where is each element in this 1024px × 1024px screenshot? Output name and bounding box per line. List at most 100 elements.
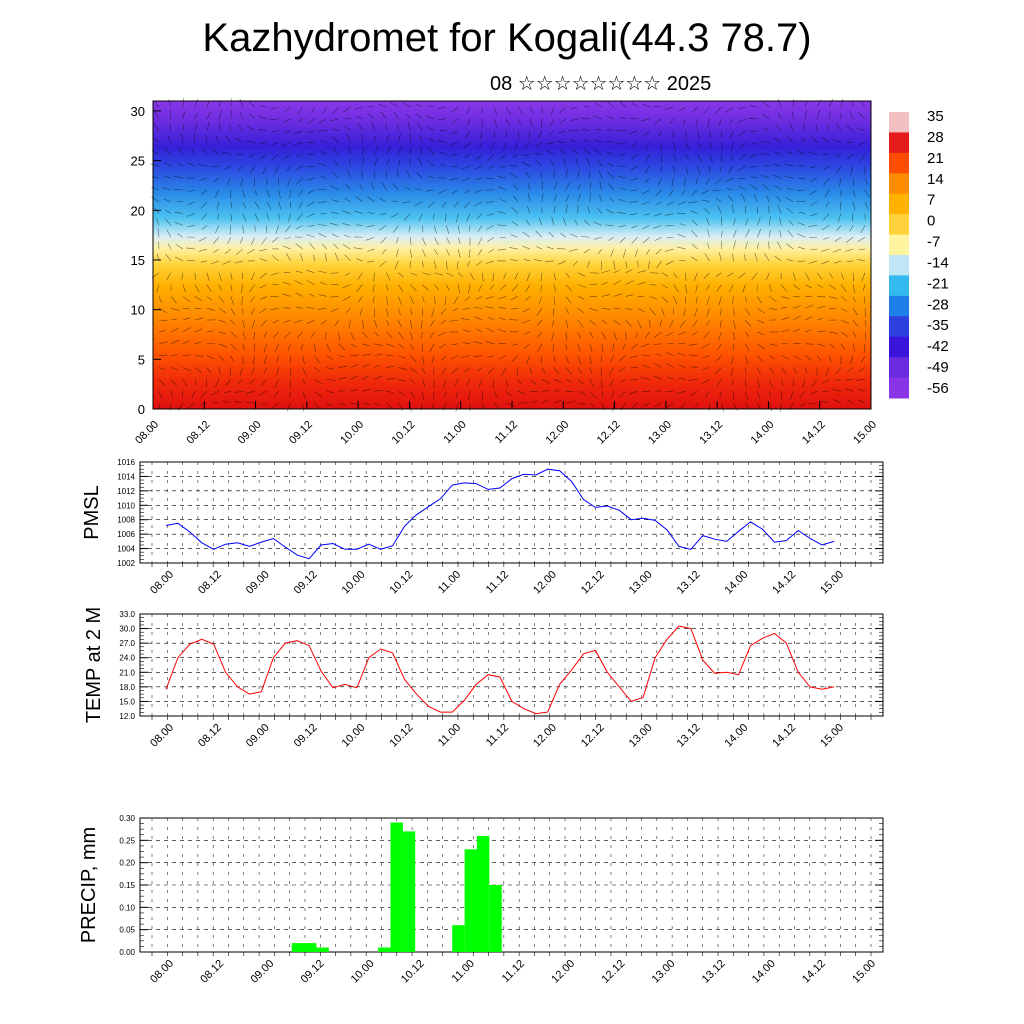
x-tick-label: 11.12: [493, 419, 520, 446]
colorbar-swatch: [889, 336, 909, 358]
colorbar-swatch: [889, 275, 909, 297]
x-tick-label: 08.12: [196, 569, 224, 597]
x-tick-label: 09.12: [287, 419, 315, 447]
x-tick-label: 13.00: [646, 419, 674, 447]
x-tick-label: 11.12: [500, 958, 527, 985]
y-tick-label: 1004: [117, 545, 135, 554]
colorbar-swatch: [889, 234, 909, 256]
colorbar-label: 14: [927, 171, 944, 188]
x-tick-label: 10.12: [399, 958, 427, 986]
x-tick-label: 12.12: [579, 722, 607, 750]
y-tick-label: 1016: [117, 458, 135, 467]
colorbar-label: 21: [927, 150, 944, 167]
y-tick-label: 21.0: [119, 668, 135, 677]
colorbar-swatch: [889, 255, 909, 276]
x-tick-label: 13.00: [627, 569, 655, 597]
y-tick-label: 0.25: [119, 836, 135, 845]
x-tick-label: 10.00: [349, 958, 377, 986]
colorbar-swatch: [889, 295, 909, 317]
y-tick-label: 1006: [117, 530, 135, 539]
x-tick-label: 10.00: [338, 419, 366, 447]
x-tick-label: 11.00: [441, 419, 468, 446]
x-tick-label: 10.00: [340, 722, 368, 750]
x-tick-label: 14.12: [770, 569, 798, 597]
pmsl-panel: 1002 1004 1006 1008 1010 1012 1014 1016 08.00 08.…: [81, 458, 884, 597]
x-tick-label: 09.00: [236, 419, 264, 447]
colorbar-swatch: [889, 152, 909, 174]
y-tick-label: 0.00: [119, 948, 135, 957]
x-tick-label: 13.00: [627, 722, 655, 750]
x-tick-label: 08.00: [148, 722, 176, 750]
precip-bar: [452, 925, 465, 952]
y-tick-label: 12.0: [119, 712, 135, 721]
x-tick-label: 14.12: [800, 958, 828, 986]
x-tick-label: 12.00: [549, 958, 577, 986]
heatmap-field: [153, 101, 871, 409]
colorbar-label: -42: [927, 338, 949, 355]
x-tick-label: 09.12: [292, 569, 320, 597]
precip-bar: [464, 849, 477, 952]
precip-bar: [489, 885, 502, 952]
colorbar-swatch: [889, 132, 909, 154]
colorbar-label: -35: [927, 317, 949, 334]
colorbar: [889, 112, 909, 399]
y-tick-label: 0: [138, 402, 145, 417]
y-tick-label: 1010: [117, 501, 135, 510]
x-tick-label: 15.00: [850, 958, 878, 986]
colorbar-swatch: [889, 357, 909, 379]
x-tick-label: 13.12: [697, 419, 725, 447]
x-tick-label: 09.12: [299, 958, 327, 986]
temp-ylabel: TEMP at 2 M: [83, 607, 105, 723]
temp-series-line: [165, 625, 835, 715]
precip-bar: [390, 822, 403, 952]
x-tick-label: 09.00: [244, 569, 272, 597]
colorbar-label: 0: [927, 213, 935, 230]
x-tick-label: 09.12: [292, 722, 320, 750]
y-tick-label: 24.0: [119, 654, 135, 663]
x-tick-label: 08.12: [196, 722, 224, 750]
colorbar-swatch: [889, 214, 909, 236]
colorbar-label: 7: [927, 192, 935, 209]
x-tick-label: 12.12: [595, 419, 623, 447]
x-tick-label: 14.00: [722, 722, 750, 750]
y-tick-label: 30.0: [119, 625, 135, 634]
precip-bar: [378, 947, 391, 952]
pmsl-series-line: [165, 468, 835, 560]
y-tick-label: 0.15: [119, 881, 135, 890]
x-tick-label: 12.00: [531, 722, 559, 750]
y-tick-label: 0.30: [119, 814, 135, 823]
precip-bar: [402, 831, 416, 952]
x-tick-label: 15.00: [818, 722, 846, 750]
x-tick-label: 11.00: [450, 958, 477, 985]
x-tick-label: 10.12: [387, 569, 415, 597]
x-tick-label: 11.00: [436, 569, 463, 596]
colorbar-label: -49: [927, 359, 949, 376]
y-tick-label: 15: [131, 253, 145, 268]
y-tick-label: 33.0: [119, 610, 135, 619]
x-tick-label: 13.12: [675, 722, 703, 750]
x-tick-label: 10.12: [387, 722, 415, 750]
x-tick-label: 10.12: [390, 419, 418, 447]
x-tick-label: 08.12: [198, 958, 226, 986]
x-tick-label: 14.00: [749, 419, 777, 447]
y-tick-label: 30: [131, 104, 145, 119]
temp-panel: 12.0 15.0 18.0 21.0 24.0 27.0 30.0 33.0 08.00 08.…: [83, 607, 884, 750]
y-tick-label: 25: [131, 154, 145, 169]
x-tick-label: 08.00: [133, 419, 161, 447]
x-tick-label: 14.12: [800, 419, 828, 447]
wind-barbs: [150, 98, 870, 412]
x-tick-label: 11.12: [484, 569, 511, 596]
precip-bar: [476, 835, 490, 952]
y-tick-label: 18.0: [119, 683, 135, 692]
precip-bar: [291, 943, 305, 952]
colorbar-label: 35: [927, 108, 944, 125]
colorbar-label: -56: [927, 380, 949, 397]
page-title: Kazhydromet for Kogali(44.3 78.7): [202, 16, 812, 60]
x-tick-label: 14.00: [722, 569, 750, 597]
precip-ylabel: PRECIP, mm: [78, 827, 100, 943]
y-tick-label: 0.10: [119, 903, 135, 912]
x-tick-label: 12.00: [531, 569, 559, 597]
x-tick-label: 11.12: [484, 722, 511, 749]
x-tick-label: 08.12: [184, 419, 212, 447]
